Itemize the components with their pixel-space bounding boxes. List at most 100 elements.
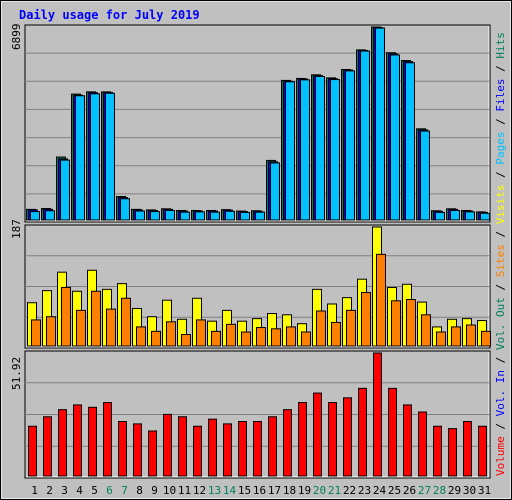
bar-sites-day-9: [151, 330, 161, 347]
legend-vol-out: Vol. Out: [494, 297, 507, 350]
legend-visits: Visits: [494, 185, 507, 225]
visits-ymax-label: 187: [10, 219, 23, 239]
x-label-day-3: 3: [61, 484, 68, 497]
bar-sites-day-20: [316, 310, 326, 347]
bar-sites-day-3: [61, 286, 71, 347]
bar-volume-day-11: [178, 416, 187, 477]
legend-separator: /: [494, 350, 507, 370]
bar-volume-day-2: [43, 416, 52, 477]
bar-pages-day-14: [225, 210, 235, 221]
bar-sites-day-5: [91, 290, 101, 347]
bar-volume-day-25: [388, 387, 397, 477]
bar-sites-day-7: [121, 297, 131, 347]
bar-pages-day-26: [405, 62, 415, 221]
bar-pages-day-10: [165, 209, 175, 221]
legend-separator: /: [494, 165, 507, 185]
bar-sites-day-16: [256, 327, 266, 347]
bar-sites-day-31: [481, 330, 491, 347]
bar-sites-day-28: [436, 331, 446, 347]
hits-files-pages-panel: [24, 24, 491, 223]
bar-sites-day-15: [241, 331, 251, 347]
bar-pages-day-27: [420, 130, 430, 221]
bar-volume-day-15: [238, 421, 247, 477]
bar-pages-day-15: [240, 211, 250, 221]
x-label-day-16: 16: [253, 484, 266, 497]
legend-text: Volume / Vol. In / Vol. Out / Sites / Vi…: [494, 32, 507, 476]
x-label-day-29: 29: [448, 484, 461, 497]
x-label-day-14: 14: [223, 484, 237, 497]
bar-sites-day-4: [76, 309, 86, 347]
bar-sites-day-22: [346, 309, 356, 347]
bar-pages-day-11: [180, 211, 190, 221]
bar-sites-day-30: [466, 324, 476, 347]
x-label-day-10: 10: [163, 484, 176, 497]
x-label-day-17: 17: [268, 484, 281, 497]
bar-volume-day-4: [73, 404, 82, 477]
bar-sites-day-10: [166, 321, 176, 347]
legend-sites: Sites: [494, 244, 507, 277]
bar-sites-day-26: [406, 299, 416, 347]
bar-sites-day-2: [46, 316, 56, 347]
bar-volume-day-22: [343, 397, 352, 477]
x-label-day-8: 8: [136, 484, 143, 497]
x-label-day-9: 9: [151, 484, 158, 497]
x-label-day-13: 13: [208, 484, 221, 497]
bar-pages-day-18: [285, 81, 295, 221]
bar-pages-day-28: [435, 211, 445, 221]
bar-volume-day-14: [223, 423, 232, 477]
x-label-day-21: 21: [328, 484, 341, 497]
legend-separator: /: [494, 416, 507, 436]
bar-pages-day-5: [90, 93, 100, 221]
bar-pages-day-12: [195, 211, 205, 221]
legend-separator: /: [494, 224, 507, 244]
bar-pages-day-29: [450, 209, 460, 221]
x-label-day-22: 22: [343, 484, 356, 497]
bar-pages-day-23: [360, 50, 370, 221]
bar-volume-day-29: [448, 428, 457, 477]
bar-sites-day-19: [301, 331, 311, 347]
x-label-day-6: 6: [106, 484, 113, 497]
bar-pages-day-16: [255, 211, 265, 221]
bar-volume-day-21: [328, 402, 337, 477]
x-label-day-20: 20: [313, 484, 326, 497]
x-label-day-23: 23: [358, 484, 371, 497]
x-label-day-26: 26: [403, 484, 416, 497]
bar-pages-day-25: [390, 54, 400, 221]
bar-pages-day-22: [345, 70, 355, 221]
bar-volume-day-3: [58, 409, 67, 477]
bar-volume-day-7: [118, 421, 127, 477]
bar-volume-day-30: [463, 421, 472, 477]
bar-pages-day-6: [105, 92, 115, 221]
x-label-day-2: 2: [46, 484, 53, 497]
bar-sites-day-8: [136, 326, 146, 347]
bar-sites-day-6: [106, 308, 116, 347]
bar-volume-day-13: [208, 418, 217, 477]
legend-pages: Pages: [494, 132, 507, 165]
x-label-day-25: 25: [388, 484, 401, 497]
bar-volume-day-28: [433, 425, 442, 477]
right-legend: Volume / Vol. In / Vol. Out / Sites / Vi…: [494, 32, 507, 476]
bar-sites-day-29: [451, 326, 461, 347]
bar-sites-day-14: [226, 323, 236, 347]
x-label-day-28: 28: [433, 484, 446, 497]
bar-volume-day-17: [268, 416, 277, 477]
x-axis-labels: 1 2 3 4 5 6 7 8 9 10 11 12 13 14 15 16 17 18 19 20 21 22 23 24 2…: [31, 484, 491, 497]
bar-volume-day-16: [253, 421, 262, 477]
bar-sites-day-13: [211, 330, 221, 347]
bar-sites-day-24: [376, 253, 386, 347]
bar-pages-day-21: [330, 79, 340, 221]
legend-separator: /: [494, 59, 507, 79]
bar-pages-day-31: [480, 212, 490, 221]
bar-pages-day-8: [135, 210, 145, 221]
legend-separator: /: [494, 112, 507, 132]
x-label-day-1: 1: [31, 484, 38, 497]
bar-pages-day-1: [30, 211, 40, 221]
x-label-day-11: 11: [178, 484, 191, 497]
bar-volume-day-18: [283, 409, 292, 477]
x-label-day-30: 30: [463, 484, 476, 497]
bar-sites-day-18: [286, 326, 296, 347]
bar-sites-day-1: [31, 319, 41, 347]
x-label-day-18: 18: [283, 484, 296, 497]
legend-files: Files: [494, 79, 507, 112]
